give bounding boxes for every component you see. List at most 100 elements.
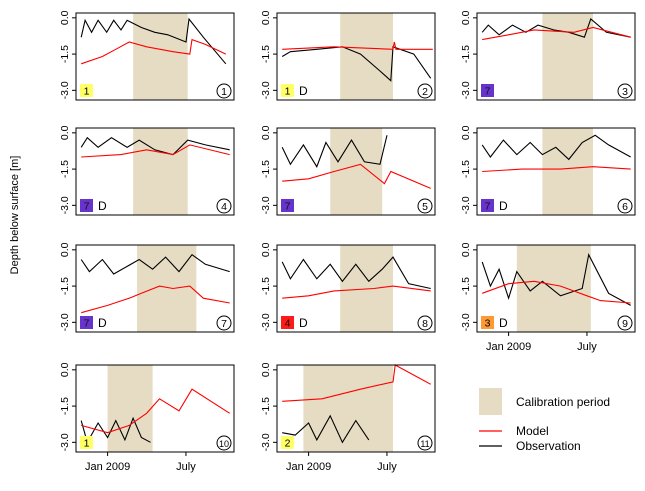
observation-line	[481, 253, 631, 306]
class-badge	[80, 199, 93, 212]
panel-flag-label: D	[499, 316, 508, 330]
class-badge-label: 7	[485, 201, 491, 213]
class-badge-label: 7	[285, 201, 291, 213]
panel-frame	[276, 12, 436, 101]
observation-line	[282, 414, 370, 444]
panel-9: 0.0 -1.5 -3.0 Jan 2009 July 3 D 9	[460, 242, 636, 353]
panel-frame	[75, 364, 235, 453]
legend: Calibration period Model Observation	[479, 388, 610, 453]
class-badge-label: 7	[84, 201, 90, 213]
panel-number-label: 11	[420, 439, 429, 449]
y-tick-label: -3.0	[260, 313, 272, 331]
panel-flag-label: D	[98, 199, 107, 213]
panel-number-circle	[417, 315, 433, 331]
class-badge	[80, 436, 93, 449]
y-tick-label: -1.5	[260, 45, 272, 63]
model-line	[81, 285, 230, 314]
y-tick-label: -3.0	[460, 196, 472, 214]
y-tick-label: -1.5	[460, 277, 472, 295]
panel-frame	[75, 127, 235, 216]
observation-line	[281, 256, 431, 290]
class-badge	[80, 316, 93, 329]
panel-1: 0.0 -1.5 -3.0 1 1	[59, 10, 235, 101]
y-tick-label: -3.0	[260, 433, 272, 451]
panel-flag-label: D	[299, 316, 308, 330]
panel-flag-label: D	[299, 84, 308, 98]
y-tick-label: -3.0	[59, 81, 71, 99]
class-badge-label: 1	[84, 86, 90, 98]
panel-number-label: 5	[422, 201, 428, 213]
class-badge	[481, 84, 494, 97]
panel-number-circle	[617, 83, 633, 99]
panel-flag-label: D	[98, 316, 107, 330]
y-tick-label: -1.5	[460, 160, 472, 178]
y-tick-label: -1.5	[460, 45, 472, 63]
calibration-band	[542, 13, 594, 100]
legend-observation-label: Observation	[516, 439, 581, 453]
panel-number-label: 10	[219, 439, 229, 449]
panel-frame	[75, 12, 235, 101]
y-tick-label: -3.0	[59, 313, 71, 331]
y-tick-label: 0.0	[260, 125, 272, 140]
y-tick-label: 0.0	[59, 362, 71, 377]
y-tick-label: -1.5	[260, 277, 272, 295]
model-line	[81, 144, 230, 158]
panel-frame	[75, 244, 235, 333]
calibration-band	[330, 128, 383, 215]
y-tick-label: 0.0	[460, 125, 472, 140]
panel-4: 0.0 -1.5 -3.0 7 D 4	[59, 125, 235, 216]
panel-number-circle	[417, 435, 433, 451]
panel-number-circle	[617, 315, 633, 331]
panel-5: 0.0 -1.5 -3.0 7 5	[260, 125, 436, 216]
y-tick-label: -1.5	[260, 397, 272, 415]
y-tick-label: -3.0	[59, 433, 71, 451]
x-tick-label: July	[377, 461, 397, 473]
y-tick-label: -3.0	[260, 196, 272, 214]
y-tick-label: 0.0	[460, 10, 472, 25]
model-line	[482, 166, 631, 173]
class-badge	[281, 316, 294, 329]
y-tick-label: -3.0	[59, 196, 71, 214]
panel-number-circle	[216, 83, 232, 99]
panel-3: 0.0 -1.5 -3.0 7 3	[460, 10, 636, 101]
calibration-band	[133, 13, 188, 100]
panel-flag-label: D	[499, 199, 508, 213]
y-tick-label: 0.0	[260, 242, 272, 257]
panel-11: 0.0 -1.5 -3.0 Jan 2009 July 2 11	[260, 362, 436, 473]
calibration-band	[137, 245, 197, 332]
panel-2: 0.0 -1.5 -3.0 1 D 2	[260, 10, 436, 101]
y-axis-label: Depth below surface [m]	[9, 156, 21, 275]
class-badge-label: 7	[485, 86, 491, 98]
observation-line	[281, 46, 432, 82]
x-tick-label: July	[577, 341, 597, 353]
panel-number-circle	[216, 315, 232, 331]
legend-calibration-swatch	[479, 388, 502, 415]
x-tick-label: Jan 2009	[286, 461, 331, 473]
class-badge-label: 2	[285, 438, 291, 450]
panel-number-label: 8	[422, 318, 428, 330]
calibration-band	[340, 13, 394, 100]
y-tick-label: 0.0	[59, 125, 71, 140]
calibration-band	[542, 128, 594, 215]
panel-number-circle	[216, 435, 232, 451]
model-line	[81, 388, 230, 434]
observation-line	[80, 17, 227, 65]
panel-number-label: 6	[622, 201, 628, 213]
panel-number-label: 3	[622, 86, 628, 98]
panel-number-circle	[617, 198, 633, 214]
x-tick-label: Jan 2009	[486, 341, 531, 353]
panel-frame	[476, 127, 636, 216]
observation-line	[80, 253, 230, 275]
x-tick-label: July	[176, 461, 196, 473]
y-tick-label: 0.0	[59, 10, 71, 25]
class-badge-label: 4	[285, 318, 291, 330]
panel-frame	[276, 127, 436, 216]
legend-model-label: Model	[516, 424, 549, 438]
class-badge	[481, 199, 494, 212]
model-line	[282, 41, 433, 50]
y-tick-label: -3.0	[260, 81, 272, 99]
panel-frame	[476, 12, 636, 101]
model-line	[482, 280, 631, 304]
class-badge-label: 3	[485, 318, 491, 330]
observation-line	[281, 135, 388, 168]
